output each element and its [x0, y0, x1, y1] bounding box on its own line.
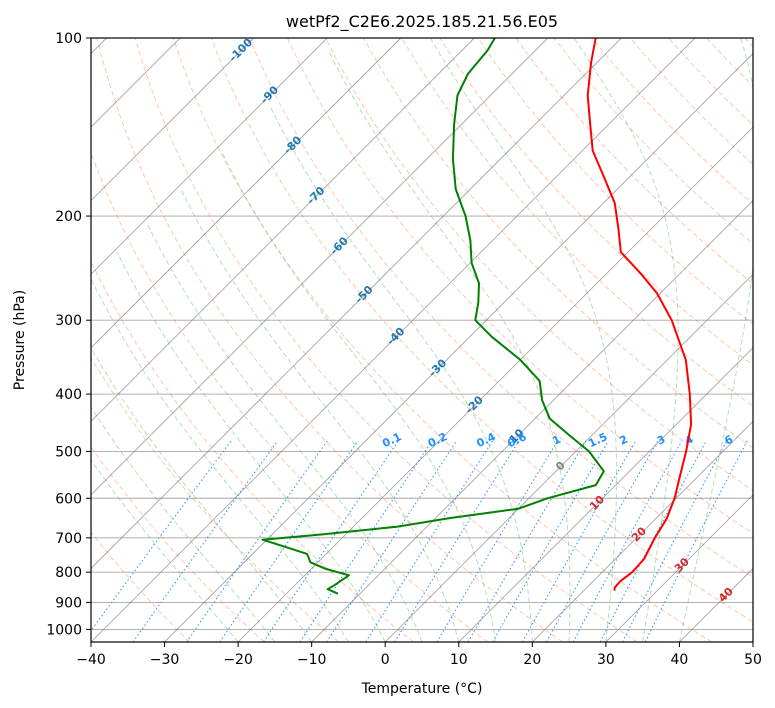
moist-adiabat [146, 222, 423, 642]
isotherm [605, 494, 753, 642]
x-tick-label: 50 [744, 652, 762, 668]
moist-adiabat [91, 346, 313, 642]
dry-adiabat [96, 38, 563, 642]
moist-adiabat [573, 38, 679, 642]
x-axis: −40 −30 −20 −10 0 10 20 30 40 50 [76, 642, 762, 668]
mixing-ratio-line [492, 440, 610, 642]
dry-adiabat [134, 38, 638, 642]
y-tick-label: 1000 [46, 622, 82, 638]
dry-adiabat [477, 38, 753, 325]
mixing-ratio-line [91, 440, 232, 632]
x-tick-label: 20 [523, 652, 541, 668]
y-axis-label: Pressure (hPa) [12, 290, 28, 390]
y-tick-label: 900 [55, 595, 82, 611]
isotherm [311, 200, 753, 642]
moist-adiabat [180, 188, 460, 642]
mixing-ratio-line [467, 440, 587, 642]
y-tick-label: 200 [55, 209, 82, 225]
y-tick-label: 500 [55, 444, 82, 460]
isotherm [91, 38, 254, 202]
chart-title: wetPf2_C2E6.2025.185.21.56.E05 [286, 12, 558, 32]
x-tick-label: −10 [297, 652, 327, 668]
mixing-ratio-line [644, 440, 748, 642]
isotherm [752, 641, 753, 642]
y-axis: 100 200 300 400 500 600 700 800 900 1000 [46, 31, 91, 638]
x-tick-label: 0 [381, 652, 390, 668]
dry-adiabat [248, 38, 753, 578]
isotherm [458, 347, 753, 642]
y-tick-label: 700 [55, 531, 82, 547]
y-tick-label: 800 [55, 565, 82, 581]
mixing-ratio-line [546, 440, 659, 642]
moist-adiabat [91, 406, 276, 642]
x-tick-label: 30 [597, 652, 615, 668]
dewpoint-profile [261, 38, 605, 595]
plot-frame [90, 37, 754, 643]
x-tick-label: −40 [76, 652, 106, 668]
mixing-ratio-line [263, 440, 399, 642]
x-tick-label: 40 [671, 652, 689, 668]
moist-adiabat [91, 278, 349, 642]
x-tick-label: −20 [223, 652, 253, 668]
isotherm [237, 126, 753, 642]
moist-adiabat [678, 38, 753, 642]
mixing-ratio-line [186, 440, 328, 642]
plot-background [91, 38, 753, 642]
profiles [261, 38, 693, 595]
moist-adiabat [328, 50, 571, 642]
mixing-ratio-line [436, 440, 559, 642]
y-tick-label: 600 [55, 491, 82, 507]
mixing-ratio-label: 8 [752, 433, 764, 448]
dry-adiabat [325, 38, 753, 491]
mixing-ratio-line [219, 440, 359, 642]
moist-adiabat [91, 458, 239, 642]
isotherm [91, 38, 696, 642]
y-tick-label: 100 [55, 31, 82, 47]
isotherm [532, 420, 753, 642]
isotherm [384, 273, 753, 642]
dry-adiabat [172, 38, 713, 642]
isotherm [91, 38, 549, 496]
moist-adiabat [116, 251, 386, 642]
temperature-profile [586, 38, 693, 591]
dry-adiabat [401, 38, 753, 407]
dry-adiabat [91, 531, 191, 642]
mixing-ratio-line [299, 440, 433, 642]
dry-adiabat [91, 151, 489, 642]
isotherm [91, 38, 402, 349]
y-tick-label: 400 [55, 387, 82, 403]
isotherm [91, 38, 622, 570]
mixing-ratio-line [326, 440, 458, 642]
mixing-ratio-label: 10 [771, 431, 775, 449]
y-tick-label: 300 [55, 313, 82, 329]
dry-adiabat [91, 356, 340, 642]
mixing-ratio-line [522, 440, 637, 642]
dry-adiabat [210, 38, 753, 623]
x-tick-label: −30 [150, 652, 180, 668]
dry-adiabat [91, 445, 265, 642]
x-axis-label: Temperature (°C) [361, 681, 483, 697]
moist-adiabat [429, 38, 618, 642]
x-tick-label: 10 [450, 652, 468, 668]
isotherm [91, 38, 328, 275]
dry-adiabat [515, 38, 753, 285]
isotherm [91, 38, 475, 422]
moist-adiabat [269, 105, 533, 642]
mixing-ratio-line [365, 440, 494, 642]
